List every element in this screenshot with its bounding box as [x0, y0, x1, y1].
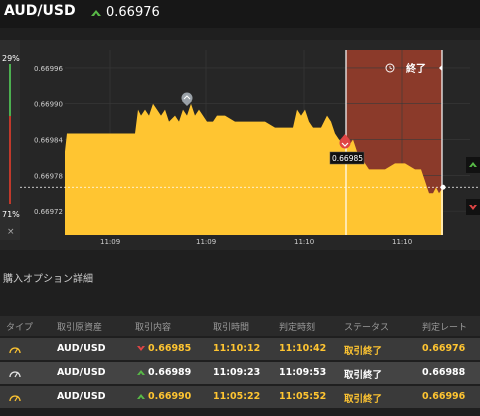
- price-area: [65, 103, 443, 235]
- put-tab[interactable]: [466, 199, 480, 215]
- up-arrow-icon: [469, 162, 477, 167]
- cell-time: 11:10:12: [213, 343, 261, 354]
- chart-area: 29% 71% × 0.66996 0.66990 0.66984 0.66978 0.…: [0, 40, 480, 250]
- current-price: 0.66976: [106, 5, 160, 20]
- current-price-dot: [440, 184, 446, 190]
- cell-asset: AUD/USD: [57, 343, 106, 354]
- sentiment-panel: 29% 71% ×: [0, 40, 20, 240]
- cell-time: 11:09:23: [213, 367, 261, 378]
- cell-asset: AUD/USD: [57, 367, 106, 378]
- gauge-icon: [9, 395, 21, 402]
- close-icon[interactable]: ×: [7, 227, 15, 237]
- table-row[interactable]: AUD/USD 0.66985 11:10:12 11:10:42 取引終了 0.6697…: [0, 338, 480, 360]
- y-axis-labels: 0.66996 0.66990 0.66984 0.66978 0.66972: [34, 65, 63, 216]
- cell-status: 取引終了: [344, 394, 383, 405]
- clock-icon: [385, 63, 395, 73]
- end-label-text: 終了: [406, 62, 426, 75]
- down-arrow-icon: [469, 205, 477, 210]
- sentiment-up-bar: [9, 64, 11, 116]
- cell-time: 11:05:22: [213, 391, 261, 402]
- sentiment-down-bar: [9, 116, 11, 204]
- col-type: タイプ: [6, 323, 34, 333]
- x-tick-label: 11:10: [294, 238, 314, 246]
- cell-asset: AUD/USD: [57, 391, 106, 402]
- table-row[interactable]: AUD/USD 0.66990 11:05:22 11:05:52 取引終了 0.6699…: [0, 386, 480, 408]
- currency-pair: AUD/USD: [4, 3, 76, 19]
- col-time: 取引時間: [213, 323, 250, 333]
- call-tab[interactable]: [466, 157, 480, 173]
- table-row[interactable]: AUD/USD 0.66989 11:09:23 11:09:53 取引終了 0.6698…: [0, 362, 480, 384]
- details-title: 購入オプション詳細: [3, 274, 93, 285]
- entry-marker-icon: [339, 134, 351, 149]
- y-tick-label: 0.66978: [34, 172, 63, 180]
- gray-marker-icon: [181, 92, 193, 106]
- col-content: 取引内容: [135, 323, 172, 333]
- cell-judge: 11:05:52: [279, 391, 327, 402]
- entry-price-tag: 0.66985: [329, 151, 365, 165]
- up-arrow-icon: [137, 394, 145, 399]
- svg-text:0.66985: 0.66985: [332, 154, 363, 163]
- sentiment-down-percent: 71%: [2, 210, 20, 219]
- cell-rate: 0.66989: [148, 367, 192, 378]
- x-axis-labels: 11:09 11:09 11:10 11:10: [100, 238, 412, 246]
- cell-final: 0.66988: [422, 367, 466, 378]
- down-arrow-icon: [137, 346, 145, 351]
- cell-rate: 0.66985: [148, 343, 192, 354]
- end-label: 終了: [385, 62, 442, 75]
- gauge-icon: [9, 347, 21, 354]
- up-arrow-icon: [91, 10, 101, 16]
- y-tick-label: 0.66990: [34, 101, 63, 109]
- col-asset: 取引原資産: [57, 323, 103, 333]
- y-tick-label: 0.66984: [34, 137, 63, 145]
- cell-final: 0.66996: [422, 391, 466, 402]
- cell-rate: 0.66990: [148, 391, 192, 402]
- x-tick-label: 11:10: [392, 238, 412, 246]
- x-tick-label: 11:09: [196, 238, 216, 246]
- col-judge: 判定時刻: [279, 323, 316, 333]
- col-status: ステータス: [344, 323, 390, 333]
- price-chart: 0.66996 0.66990 0.66984 0.66978 0.66972 11:0…: [20, 40, 480, 250]
- trade-table: [0, 316, 480, 336]
- sentiment-up-percent: 29%: [2, 54, 20, 63]
- table-header: [0, 316, 480, 336]
- cell-status: 取引終了: [344, 346, 383, 357]
- y-tick-label: 0.66972: [34, 208, 63, 216]
- cell-judge: 11:09:53: [279, 367, 327, 378]
- x-tick-label: 11:09: [100, 238, 120, 246]
- cell-judge: 11:10:42: [279, 343, 327, 354]
- cell-final: 0.66976: [422, 343, 466, 354]
- header-bar: AUD/USD 0.66976: [0, 0, 480, 28]
- y-tick-label: 0.66996: [34, 65, 63, 73]
- up-arrow-icon: [137, 370, 145, 375]
- gauge-icon: [9, 371, 21, 378]
- cell-status: 取引終了: [344, 370, 383, 381]
- col-rate: 判定レート: [422, 323, 468, 333]
